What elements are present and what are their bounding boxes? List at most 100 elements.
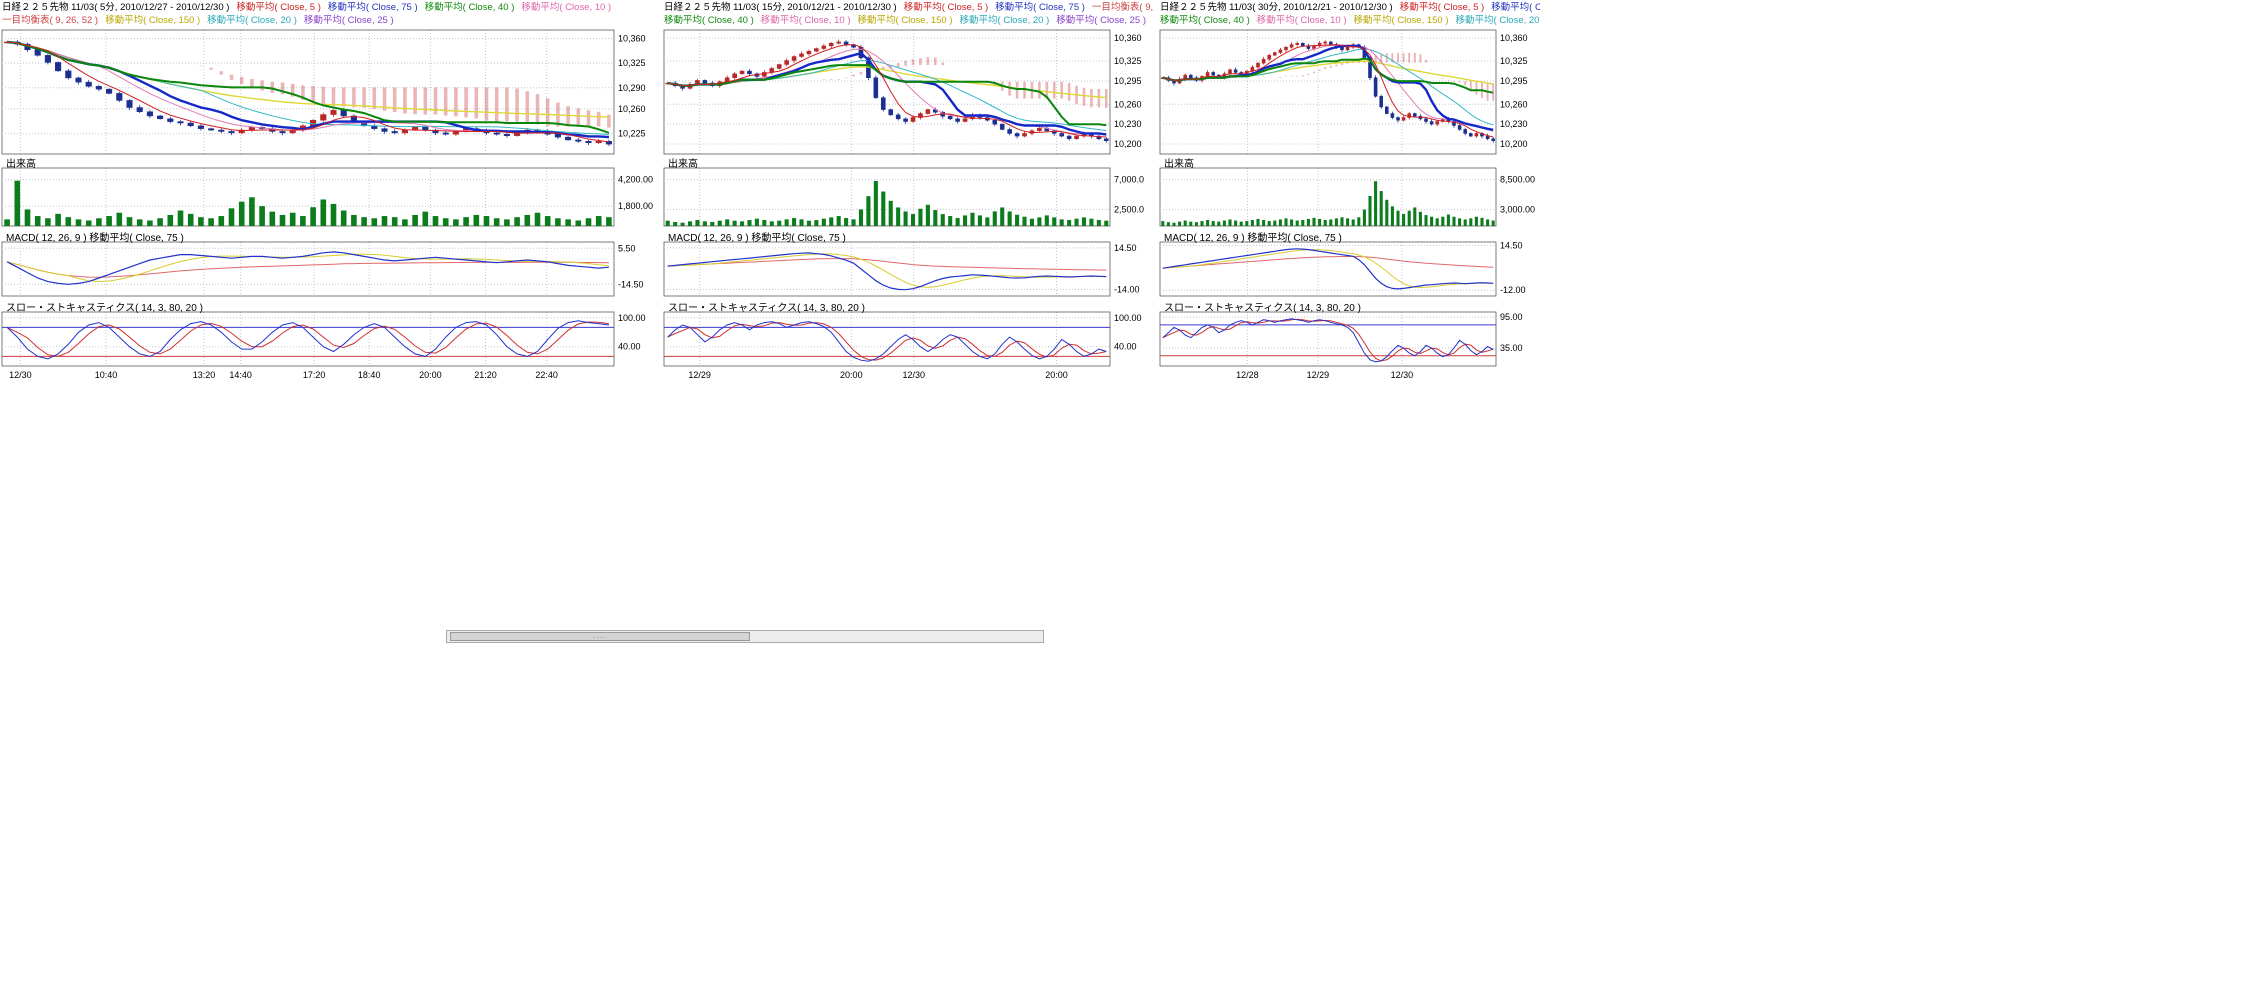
legend-item: 移動平均( Close, 75 ): [1491, 2, 1540, 13]
svg-text:10,360: 10,360: [1500, 33, 1528, 43]
volume-section-title: 出来高: [1164, 159, 1194, 170]
legend-item: 移動平均( Close, 20 ): [1455, 15, 1540, 26]
svg-text:-12.00: -12.00: [1500, 285, 1526, 295]
legend-item: 移動平均( Close, 5 ): [236, 2, 321, 13]
svg-text:21:20: 21:20: [474, 370, 497, 380]
svg-text:12/29: 12/29: [1307, 370, 1330, 380]
stochastics-section-title: スロー・ストキャスティクス( 14, 3, 80, 20 ): [6, 303, 203, 314]
legend-line-1: 日経２２５先物 11/03( 30分, 2010/12/21 - 2010/12…: [1160, 1, 1540, 14]
legend-item: 移動平均( Close, 5 ): [1399, 2, 1485, 13]
legend-item: 移動平均( Close, 150 ): [105, 15, 201, 26]
chart-panel-nikkei-5min[interactable]: 日経２２５先物 11/03( 5分, 2010/12/27 - 2010/12/…: [0, 0, 660, 380]
svg-text:12/30: 12/30: [902, 370, 925, 380]
world-markets-grid: [2, 430, 428, 617]
volume-section-title: 出来高: [668, 159, 698, 170]
stochastics-section-title: スロー・ストキャスティクス( 14, 3, 80, 20 ): [668, 303, 865, 314]
svg-text:3,000.00: 3,000.00: [1500, 205, 1535, 215]
legend-item: 移動平均( Close, 150 ): [1353, 15, 1449, 26]
legend-item: 移動平均( Close, 40 ): [424, 2, 515, 13]
svg-text:10,360: 10,360: [618, 33, 646, 43]
svg-text:40.00: 40.00: [1114, 342, 1137, 352]
legend-item: 一目均衡表( 9, 26, 52 ): [1091, 2, 1154, 13]
legend-item: 移動平均( Close, 25 ): [1056, 15, 1147, 26]
svg-text:13:20: 13:20: [193, 370, 216, 380]
legend-item: 移動平均( Close, 10 ): [760, 15, 851, 26]
svg-text:14.50: 14.50: [1114, 243, 1137, 253]
legend-item: 移動平均( Close, 20 ): [207, 15, 297, 26]
chart-legend-15min: 日経２２５先物 11/03( 15分, 2010/12/21 - 2010/12…: [662, 0, 1156, 28]
svg-text:12/30: 12/30: [1391, 370, 1414, 380]
legend-item: 日経２２５先物 11/03( 5分, 2010/12/27 - 2010/12/…: [2, 2, 230, 13]
svg-text:10,325: 10,325: [618, 58, 646, 68]
svg-text:10,225: 10,225: [618, 129, 646, 139]
svg-text:14.50: 14.50: [1500, 240, 1523, 250]
horizontal-scrollbar[interactable]: ····: [446, 630, 1044, 643]
svg-text:40.00: 40.00: [618, 342, 641, 352]
svg-text:2,500.0: 2,500.0: [1114, 204, 1144, 214]
scrollbar-thumb[interactable]: ····: [450, 632, 750, 642]
legend-item: 移動平均( Close, 10 ): [521, 2, 612, 13]
svg-text:12/30: 12/30: [9, 370, 32, 380]
svg-text:14:40: 14:40: [229, 370, 252, 380]
macd-section-title: MACD( 12, 26, 9 ) 移動平均( Close, 75 ): [1164, 233, 1342, 244]
legend-item: 一目均衡表( 9, 26, 52 ): [2, 15, 99, 26]
legend-line-1: 日経２２５先物 11/03( 15分, 2010/12/21 - 2010/12…: [664, 1, 1154, 14]
svg-text:20:00: 20:00: [1045, 370, 1068, 380]
volume-section-title: 出来高: [6, 159, 36, 170]
svg-text:1,800.00: 1,800.00: [618, 201, 653, 211]
legend-item: 移動平均( Close, 25 ): [303, 15, 394, 26]
svg-text:10,200: 10,200: [1500, 139, 1528, 149]
svg-text:35.00: 35.00: [1500, 343, 1523, 353]
svg-text:95.00: 95.00: [1500, 312, 1523, 322]
svg-text:18:40: 18:40: [358, 370, 381, 380]
legend-line-2: 一目均衡表( 9, 26, 52 ) 移動平均( Close, 150 ) 移動平均…: [2, 14, 658, 27]
svg-text:10,295: 10,295: [1500, 76, 1528, 86]
chart-legend-5min: 日経２２５先物 11/03( 5分, 2010/12/27 - 2010/12/…: [0, 0, 660, 28]
candlestick-chart-15min[interactable]: 10,360 10,325 10,295 10,260 10,230 10,200 7,00…: [662, 28, 1156, 387]
svg-text:10,200: 10,200: [1114, 139, 1142, 149]
legend-item: 移動平均( Close, 40 ): [664, 15, 754, 26]
legend-item: 移動平均( Close, 20 ): [959, 15, 1050, 26]
svg-text:10:40: 10:40: [95, 370, 118, 380]
legend-item: 移動平均( Close, 75 ): [995, 2, 1085, 13]
svg-text:8,500.00: 8,500.00: [1500, 175, 1535, 185]
candlestick-chart-30min[interactable]: 10,360 10,325 10,295 10,260 10,230 10,200 8,50…: [1158, 28, 1542, 387]
svg-text:100.00: 100.00: [1114, 313, 1142, 323]
svg-text:100.00: 100.00: [618, 313, 646, 323]
macd-section-title: MACD( 12, 26, 9 ) 移動平均( Close, 75 ): [668, 233, 846, 244]
legend-item: 日経２２５先物 11/03( 30分, 2010/12/21 - 2010/12…: [1160, 2, 1393, 13]
svg-text:17:20: 17:20: [303, 370, 326, 380]
svg-text:10,260: 10,260: [1114, 99, 1142, 109]
legend-line-1: 日経２２５先物 11/03( 5分, 2010/12/27 - 2010/12/…: [2, 1, 658, 14]
svg-text:20:00: 20:00: [419, 370, 442, 380]
svg-text:12/29: 12/29: [688, 370, 711, 380]
svg-text:10,230: 10,230: [1114, 119, 1142, 129]
svg-text:10,290: 10,290: [618, 83, 646, 93]
chart-panel-nikkei-30min[interactable]: 日経２２５先物 11/03( 30分, 2010/12/21 - 2010/12…: [1158, 0, 1542, 380]
svg-text:10,360: 10,360: [1114, 33, 1142, 43]
chart-panel-nikkei-15min[interactable]: 日経２２５先物 11/03( 15分, 2010/12/21 - 2010/12…: [662, 0, 1156, 380]
svg-text:5.50: 5.50: [618, 243, 636, 253]
stochastics-section-title: スロー・ストキャスティクス( 14, 3, 80, 20 ): [1164, 303, 1361, 314]
svg-text:10,325: 10,325: [1114, 56, 1142, 66]
svg-text:22:40: 22:40: [535, 370, 558, 380]
legend-line-2: 移動平均( Close, 40 ) 移動平均( Close, 10 ) 移動平均( …: [664, 14, 1154, 27]
svg-text:20:00: 20:00: [840, 370, 863, 380]
chart-legend-30min: 日経２２５先物 11/03( 30分, 2010/12/21 - 2010/12…: [1158, 0, 1542, 28]
legend-item: 移動平均( Close, 75 ): [327, 2, 418, 13]
svg-text:10,325: 10,325: [1500, 56, 1528, 66]
svg-text:10,260: 10,260: [618, 104, 646, 114]
macd-section-title: MACD( 12, 26, 9 ) 移動平均( Close, 75 ): [6, 233, 184, 244]
svg-text:7,000.0: 7,000.0: [1114, 175, 1144, 185]
legend-item: 移動平均( Close, 150 ): [857, 15, 953, 26]
candlestick-chart-5min[interactable]: 10,360 10,325 10,290 10,260 10,225 4,200.00 1,…: [0, 28, 660, 387]
svg-text:10,295: 10,295: [1114, 76, 1142, 86]
svg-text:-14.50: -14.50: [618, 279, 644, 289]
svg-text:-14.00: -14.00: [1114, 284, 1140, 294]
legend-item: 移動平均( Close, 40 ): [1160, 15, 1250, 26]
legend-item: 移動平均( Close, 10 ): [1256, 15, 1347, 26]
svg-text:12/28: 12/28: [1236, 370, 1259, 380]
legend-line-2: 移動平均( Close, 40 ) 移動平均( Close, 10 ) 移動平均( …: [1160, 14, 1540, 27]
legend-item: 日経２２５先物 11/03( 15分, 2010/12/21 - 2010/12…: [664, 2, 897, 13]
legend-item: 移動平均( Close, 5 ): [903, 2, 989, 13]
